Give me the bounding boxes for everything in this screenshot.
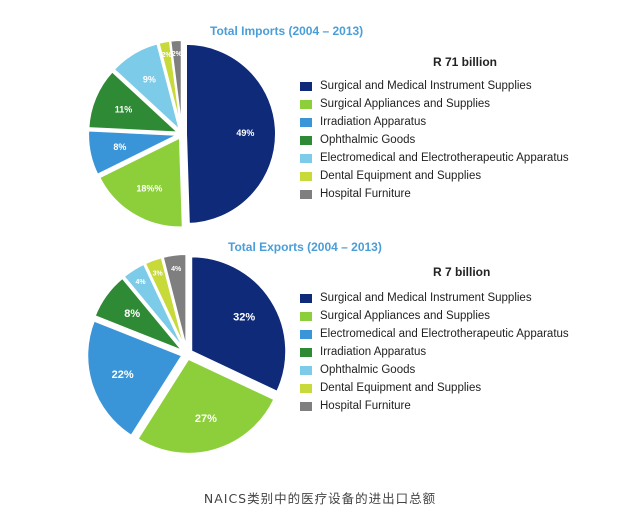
legend-label: Dental Equipment and Supplies <box>320 170 482 182</box>
slice-label-surgical-and-medical-instrument-supplies: 32% <box>233 312 255 324</box>
slice-label-irradiation-apparatus: 8% <box>124 308 140 320</box>
legend-swatch <box>300 293 312 303</box>
legend-label: Hospital Furniture <box>320 188 411 200</box>
slice-label-surgical-appliances-and-supplies: 18%% <box>136 183 162 193</box>
pie-slice-ophthalmic-goods <box>87 69 182 134</box>
legend-item-dental-equipment-and-supplies: Dental Equipment and Supplies <box>300 167 569 185</box>
legend-item-hospital-furniture: Hospital Furniture <box>300 397 569 415</box>
legend-label: Ophthalmic Goods <box>320 364 416 376</box>
imports-legend: Surgical and Medical Instrument Supplies… <box>300 77 569 203</box>
slice-label-surgical-and-medical-instrument-supplies: 49% <box>236 128 254 138</box>
exports-chart-title: Total Exports (2004 – 2013) <box>228 240 382 254</box>
imports-pie: 49% 18%% 8% 11% 9% 2% 2% <box>87 39 277 229</box>
slice-label-electromedical-and-electrotherapeutic-apparatus: 9% <box>143 75 156 85</box>
legend-label: Electromedical and Electrotherapeutic Ap… <box>320 152 569 164</box>
pie-slice-electromedical-and-electrotherapeutic-apparatus <box>112 42 182 134</box>
legend-label: Electromedical and Electrotherapeutic Ap… <box>320 328 569 340</box>
pie-slice-dental-equipment-and-supplies <box>143 256 187 350</box>
legend-label: Surgical and Medical Instrument Supplies <box>320 80 532 92</box>
pie-slice-electromedical-and-electrotherapeutic-apparatus <box>86 319 184 438</box>
legend-item-surgical-and-medical-instrument-supplies: Surgical and Medical Instrument Supplies <box>300 289 569 307</box>
slice-label-hospital-furniture: 4% <box>171 266 182 273</box>
pie-slice-ophthalmic-goods <box>122 262 186 351</box>
legend-swatch <box>300 99 312 109</box>
slice-label-surgical-appliances-and-supplies: 27% <box>195 413 217 425</box>
legend-label: Surgical Appliances and Supplies <box>320 310 491 322</box>
legend-swatch <box>300 401 312 411</box>
legend-item-ophthalmic-goods: Ophthalmic Goods <box>300 131 569 149</box>
exports-total: R 7 billion <box>433 265 491 279</box>
pie-slice-irradiation-apparatus <box>87 129 182 177</box>
legend-item-surgical-appliances-and-supplies: Surgical Appliances and Supplies <box>300 307 569 325</box>
slice-label-hospital-furniture: 2% <box>172 51 183 58</box>
exports-legend: Surgical and Medical Instrument Supplies… <box>300 289 569 415</box>
legend-swatch <box>300 171 312 181</box>
legend-swatch <box>300 117 312 127</box>
legend-item-electromedical-and-electrotherapeutic-apparatus: Electromedical and Electrotherapeutic Ap… <box>300 325 569 343</box>
legend-swatch <box>300 153 312 163</box>
pie-slice-hospital-furniture <box>161 253 188 350</box>
figure-caption: NAICS类别中的医疗设备的进出口总额 <box>203 491 437 506</box>
legend-label: Surgical and Medical Instrument Supplies <box>320 292 532 304</box>
slice-label-ophthalmic-goods: 11% <box>115 105 133 115</box>
legend-swatch <box>300 329 312 339</box>
exports-pie: 32% 27% 22% 8% 4% 3% 4% <box>86 253 288 455</box>
legend-item-hospital-furniture: Hospital Furniture <box>300 185 569 203</box>
legend-swatch <box>300 311 312 321</box>
imports-chart-title: Total Imports (2004 – 2013) <box>210 24 364 38</box>
legend-label: Dental Equipment and Supplies <box>320 382 482 394</box>
legend-item-electromedical-and-electrotherapeutic-apparatus: Electromedical and Electrotherapeutic Ap… <box>300 149 569 167</box>
slice-label-electromedical-and-electrotherapeutic-apparatus: 22% <box>112 369 134 381</box>
legend-swatch <box>300 365 312 375</box>
pie-slice-surgical-appliances-and-supplies <box>97 135 184 229</box>
legend-label: Ophthalmic Goods <box>320 134 416 146</box>
legend-item-ophthalmic-goods: Ophthalmic Goods <box>300 361 569 379</box>
legend-swatch <box>300 383 312 393</box>
legend-label: Surgical Appliances and Supplies <box>320 98 491 110</box>
slice-label-irradiation-apparatus: 8% <box>113 142 126 152</box>
legend-label: Irradiation Apparatus <box>320 346 427 358</box>
pie-slice-hospital-furniture <box>169 39 183 131</box>
pie-slice-irradiation-apparatus <box>93 276 184 352</box>
legend-swatch <box>300 81 312 91</box>
slice-label-dental-equipment-and-supplies: 3% <box>153 270 164 277</box>
slice-label-dental-equipment-and-supplies: 2% <box>162 52 173 59</box>
pie-slice-surgical-and-medical-instrument-supplies <box>184 42 277 225</box>
legend-swatch <box>300 135 312 145</box>
pie-slice-surgical-appliances-and-supplies <box>136 357 276 455</box>
legend-label: Hospital Furniture <box>320 400 411 412</box>
legend-item-surgical-and-medical-instrument-supplies: Surgical and Medical Instrument Supplies <box>300 77 569 95</box>
slice-label-ophthalmic-goods: 4% <box>135 279 146 286</box>
legend-item-surgical-appliances-and-supplies: Surgical Appliances and Supplies <box>300 95 569 113</box>
legend-swatch <box>300 189 312 199</box>
legend-swatch <box>300 347 312 357</box>
legend-item-irradiation-apparatus: Irradiation Apparatus <box>300 343 569 361</box>
pie-slice-surgical-and-medical-instrument-supplies <box>190 255 288 394</box>
legend-item-irradiation-apparatus: Irradiation Apparatus <box>300 113 569 131</box>
imports-total: R 71 billion <box>433 55 498 69</box>
legend-label: Irradiation Apparatus <box>320 116 427 128</box>
legend-item-dental-equipment-and-supplies: Dental Equipment and Supplies <box>300 379 569 397</box>
